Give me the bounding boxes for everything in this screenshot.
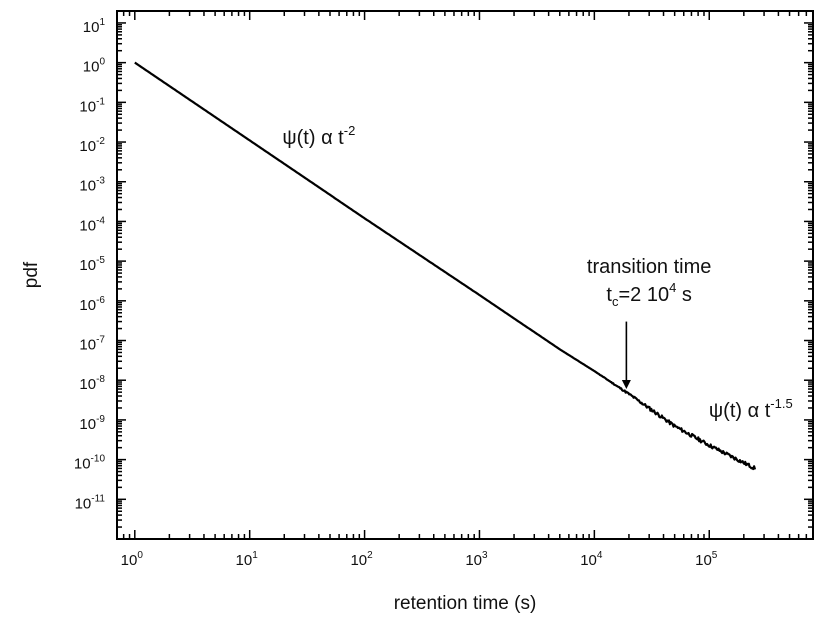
y-tick-label: 10-8 (79, 374, 105, 393)
y-tick-label: 10-9 (79, 414, 105, 433)
annotation-1-part-0: transition time (587, 256, 712, 278)
y-tick-label-base: 10 (79, 217, 96, 234)
y-tick-label-base: 10 (79, 98, 96, 115)
y-tick-label: 10-2 (79, 136, 105, 155)
y-tick-label-exp: -4 (96, 215, 105, 226)
transition-arrow-head (621, 380, 631, 390)
annotation-0-part-1: -2 (344, 123, 356, 138)
y-tick-label-base: 10 (83, 19, 100, 36)
y-tick-label: 10-6 (79, 295, 105, 314)
y-tick-label: 101 (83, 17, 106, 36)
y-tick-label-base: 10 (79, 416, 96, 433)
x-tick-label: 104 (580, 550, 603, 569)
y-tick-label: 10-5 (79, 255, 105, 274)
y-tick-label-exp: -1 (96, 96, 105, 107)
y-tick-label-exp: 1 (99, 17, 105, 28)
annotation-3: ψ(t) α t-1.5 (709, 396, 793, 422)
annotation-2: tc=2 104 s (606, 280, 691, 309)
y-tick-label: 10-3 (79, 176, 105, 195)
x-tick-label-base: 10 (350, 552, 367, 569)
y-tick-label: 10-7 (79, 335, 105, 354)
pdf-series-line (134, 61, 757, 471)
annotation-2-part-1: c (612, 294, 619, 309)
y-tick-label-base: 10 (74, 456, 91, 473)
y-tick-label-base: 10 (79, 337, 96, 354)
y-tick-label-exp: -3 (96, 176, 105, 187)
plot-frame (116, 10, 814, 540)
x-tick-label: 105 (695, 550, 718, 569)
x-tick-label-exp: 4 (597, 550, 603, 561)
y-tick-label-exp: -9 (96, 414, 105, 425)
y-tick-label-exp: -2 (96, 136, 105, 147)
annotation-3-part-1: -1.5 (770, 396, 792, 411)
y-tick-label-base: 10 (79, 138, 96, 155)
y-tick-label-base: 10 (79, 178, 96, 195)
x-axis-title: retention time (s) (394, 593, 537, 614)
annotation-2-part-2: =2 10 (618, 284, 669, 306)
y-tick-label-base: 10 (75, 495, 92, 512)
annotation-0-part-0: ψ(t) α t (282, 127, 344, 149)
y-axis: 10110010-110-210-310-410-510-610-710-810… (74, 10, 813, 540)
y-tick-label-exp: -6 (96, 295, 105, 306)
x-tick-label-base: 10 (121, 552, 138, 569)
y-tick-label-base: 10 (79, 257, 96, 274)
y-tick-label-exp: 0 (99, 57, 105, 68)
y-tick-label-base: 10 (83, 59, 100, 76)
x-tick-label-exp: 1 (252, 550, 258, 561)
annotation-2-part-3: 4 (669, 280, 676, 295)
x-tick-label-base: 10 (695, 552, 712, 569)
x-tick-label: 100 (121, 550, 144, 569)
y-axis-title: pdf (21, 261, 42, 288)
y-tick-label: 10-4 (79, 215, 105, 234)
annotation-3-part-0: ψ(t) α t (709, 400, 771, 422)
x-tick-label-base: 10 (236, 552, 253, 569)
x-tick-label-exp: 5 (712, 550, 718, 561)
annotation-2-part-4: s (676, 284, 692, 306)
x-tick-label-base: 10 (465, 552, 482, 569)
annotation-2-part-0: t (606, 284, 612, 306)
x-axis: 100 101 102 103 104 105 (116, 11, 814, 569)
x-tick-label-exp: 3 (482, 550, 488, 561)
y-tick-label: 10-10 (74, 454, 106, 473)
y-tick-label-exp: -7 (96, 335, 105, 346)
x-tick-label-exp: 2 (367, 550, 373, 561)
annotation-1: transition time (587, 256, 712, 278)
y-tick-label: 100 (83, 57, 106, 76)
y-tick-label-exp: -8 (96, 374, 105, 385)
y-tick-label-exp: -10 (91, 454, 106, 465)
y-tick-label-base: 10 (79, 376, 96, 393)
y-tick-label-exp: -5 (96, 255, 105, 266)
y-tick-label-base: 10 (79, 297, 96, 314)
x-tick-label: 101 (236, 550, 259, 569)
y-tick-label: 10-1 (79, 96, 105, 115)
annotation-0: ψ(t) α t-2 (282, 123, 355, 149)
x-tick-label: 103 (465, 550, 488, 569)
y-tick-label: 10-11 (75, 493, 106, 512)
x-tick-label: 102 (350, 550, 373, 569)
x-tick-label-exp: 0 (137, 550, 143, 561)
x-tick-label-base: 10 (580, 552, 597, 569)
y-tick-label-exp: -11 (91, 493, 105, 504)
